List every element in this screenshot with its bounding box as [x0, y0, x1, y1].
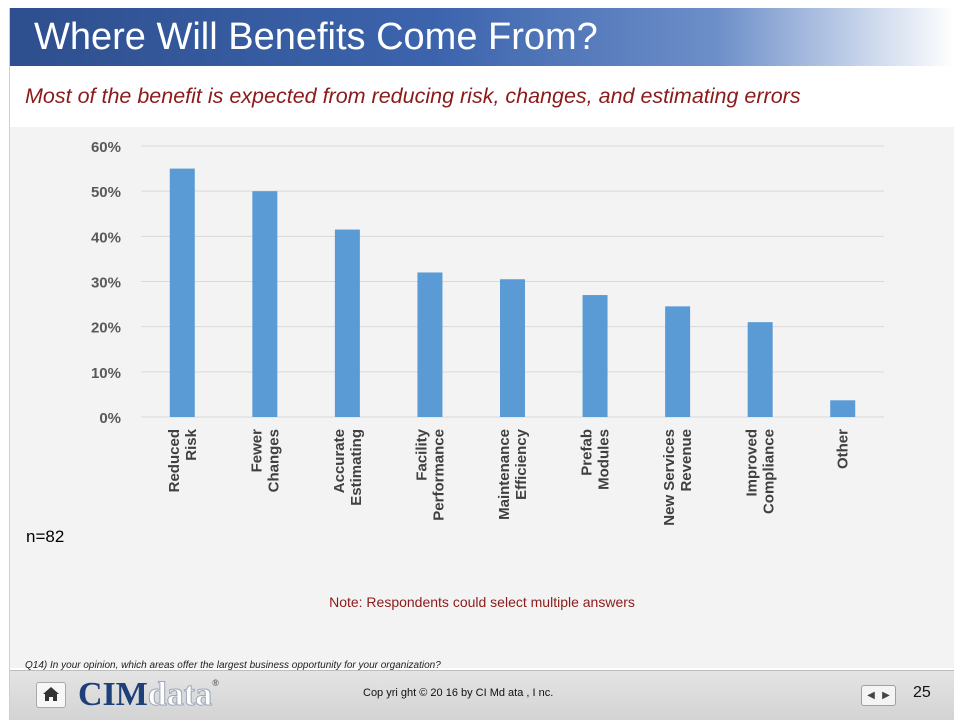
x-tick-label: Estimating: [348, 429, 365, 506]
bar: [665, 306, 691, 417]
bar: [334, 229, 360, 417]
x-tick-label: Reduced: [166, 429, 183, 492]
x-tick-label: Modules: [596, 429, 613, 490]
bar: [500, 279, 525, 417]
question-text: Q14) In your opinion, which areas offer …: [25, 660, 441, 671]
x-tick-label: Accurate: [331, 429, 348, 493]
cimdata-logo: CIMdata®: [78, 674, 219, 716]
bar: [252, 191, 278, 417]
bar-chart: 0% 10% 20% 30% 40% 50% 60% Reduced Risk Fewer Chan…: [91, 139, 884, 526]
next-arrow-icon[interactable]: ▶: [882, 690, 890, 701]
x-tick-label: Compliance: [761, 429, 778, 514]
slide-title: Where Will Benefits Come From?: [34, 16, 598, 58]
x-tick-label: Risk: [183, 428, 200, 460]
x-tick-label: Fewer: [248, 429, 265, 473]
logo-prefix: CIM: [78, 676, 148, 713]
note-text: Note: Respondents could select multiple …: [329, 594, 635, 610]
y-tick-label: 20%: [91, 320, 121, 337]
bar: [830, 400, 856, 417]
home-icon: [43, 687, 59, 701]
bar: [747, 322, 773, 417]
chart-panel: [10, 127, 954, 668]
prev-arrow-icon[interactable]: ◀: [867, 690, 875, 701]
bar: [169, 168, 195, 417]
logo-registered-mark: ®: [212, 678, 219, 688]
y-tick-label: 10%: [91, 365, 121, 382]
x-tick-label: New Services: [661, 429, 678, 526]
page-number: 25: [913, 684, 931, 701]
y-tick-label: 50%: [91, 184, 121, 201]
slide-subtitle: Most of the benefit is expected from red…: [25, 84, 801, 108]
bar: [417, 272, 443, 417]
sample-size: n=82: [26, 527, 65, 546]
y-tick-label: 0%: [99, 410, 121, 427]
slide-navigation: ◀ ▶: [861, 685, 896, 706]
y-tick-label: 30%: [91, 275, 121, 292]
bar: [582, 295, 608, 417]
title-bar: Where Will Benefits Come From?: [10, 8, 954, 66]
home-button[interactable]: [36, 682, 66, 708]
x-tick-label: Efficiency: [513, 428, 530, 500]
x-tick-label: Facility: [413, 428, 430, 480]
x-tick-label: Changes: [265, 429, 282, 492]
logo-suffix: data: [147, 676, 213, 714]
x-tick-label: Performance: [430, 429, 447, 521]
x-tick-label: Other: [835, 429, 852, 469]
x-tick-label: Maintenance: [496, 429, 513, 520]
x-tick-label: Improved: [744, 429, 761, 497]
y-tick-label: 60%: [91, 139, 121, 156]
copyright-text: Cop yri ght © 20 16 by CI Md ata , I nc.: [363, 687, 554, 699]
x-tick-label: Revenue: [678, 429, 695, 492]
y-tick-label: 40%: [91, 229, 121, 246]
x-tick-label: Prefab: [579, 429, 596, 476]
footer: CIMdata® Cop yri ght © 20 16 by CI Md at…: [10, 670, 954, 720]
slide: Where Will Benefits Come From? Most of t…: [9, 8, 954, 720]
